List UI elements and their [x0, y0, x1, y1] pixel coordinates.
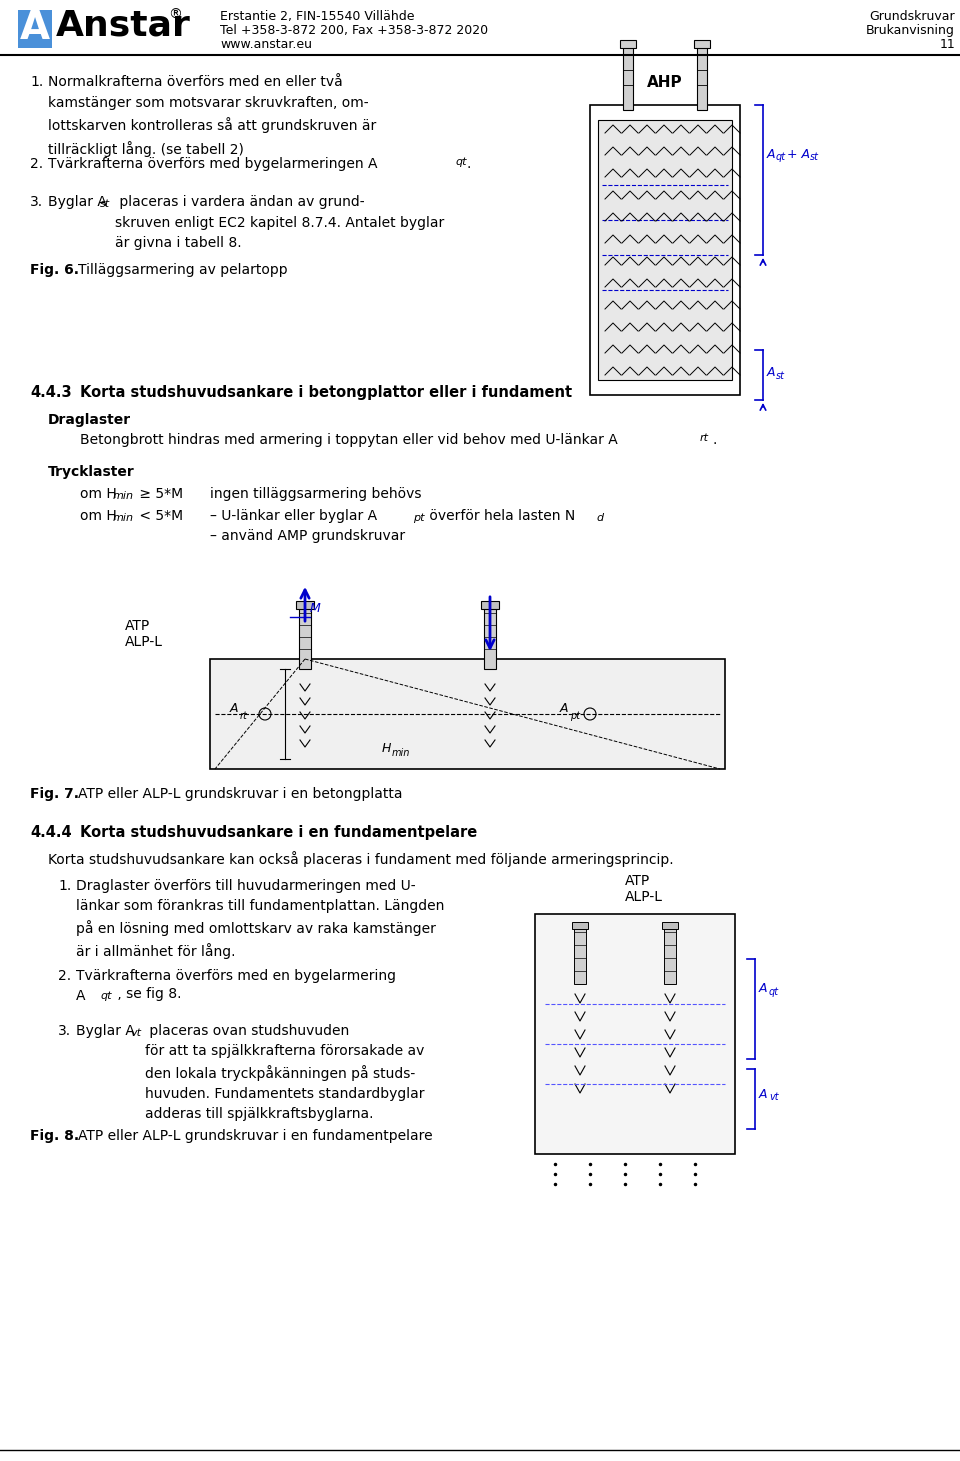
- Text: placeras i vardera ändan av grund-
skruven enligt EC2 kapitel 8.7.4. Antalet byg: placeras i vardera ändan av grund- skruv…: [115, 194, 444, 250]
- Text: Korta studshuvudsankare i en fundamentpelare: Korta studshuvudsankare i en fundamentpe…: [80, 825, 477, 840]
- Text: .: .: [712, 432, 716, 447]
- Text: Grundskruvar: Grundskruvar: [870, 10, 955, 23]
- Text: st: st: [100, 199, 110, 209]
- Text: 3.: 3.: [58, 1024, 71, 1037]
- Text: om H: om H: [80, 508, 117, 523]
- Text: Trycklaster: Trycklaster: [48, 465, 134, 479]
- Text: Brukanvisning: Brukanvisning: [866, 23, 955, 37]
- Text: Tel +358-3-872 200, Fax +358-3-872 2020: Tel +358-3-872 200, Fax +358-3-872 2020: [220, 23, 488, 37]
- Text: A: A: [230, 703, 238, 716]
- Text: pt: pt: [570, 712, 580, 720]
- Text: ALP-L: ALP-L: [625, 890, 663, 904]
- Text: rt: rt: [240, 712, 248, 720]
- Text: , se fig 8.: , se fig 8.: [113, 988, 181, 1001]
- Text: Fig. 7.: Fig. 7.: [30, 787, 79, 801]
- Text: 2.: 2.: [58, 969, 71, 983]
- Text: d: d: [596, 513, 603, 523]
- Text: min: min: [392, 748, 410, 758]
- Text: M: M: [310, 602, 321, 615]
- Text: + A: + A: [787, 149, 810, 162]
- Bar: [574, 923, 586, 985]
- Text: 4.4.3: 4.4.3: [30, 386, 72, 400]
- Bar: [598, 120, 732, 380]
- Text: www.anstar.eu: www.anstar.eu: [220, 38, 312, 51]
- Text: 4.4.4: 4.4.4: [30, 825, 72, 840]
- Text: Normalkrafterna överförs med en eller två
kamstänger som motsvarar skruvkraften,: Normalkrafterna överförs med en eller tv…: [48, 75, 376, 156]
- Text: st: st: [776, 371, 785, 381]
- Text: min: min: [113, 491, 134, 501]
- Text: pt: pt: [413, 513, 424, 523]
- Text: Tilläggsarmering av pelartopp: Tilläggsarmering av pelartopp: [78, 263, 288, 278]
- Text: överför hela lasten N: överför hela lasten N: [425, 508, 575, 523]
- Text: st: st: [810, 152, 819, 162]
- Bar: [296, 600, 314, 609]
- Text: min: min: [113, 513, 134, 523]
- Text: Draglaster överförs till huvudarmeringen med U-
länkar som förankras till fundam: Draglaster överförs till huvudarmeringen…: [76, 880, 444, 960]
- Text: qt: qt: [776, 152, 786, 162]
- Text: 2.: 2.: [30, 156, 43, 171]
- Bar: [572, 922, 588, 929]
- Text: Byglar A: Byglar A: [48, 194, 107, 209]
- Text: ≥ 5*M: ≥ 5*M: [135, 487, 183, 501]
- Text: 11: 11: [939, 38, 955, 51]
- Text: vt: vt: [130, 1029, 141, 1037]
- Text: A: A: [759, 982, 767, 995]
- Bar: [590, 105, 740, 394]
- Bar: [299, 603, 311, 669]
- Text: 3.: 3.: [30, 194, 43, 209]
- Bar: [694, 39, 710, 48]
- Text: 1.: 1.: [58, 880, 71, 893]
- Text: Fig. 6.: Fig. 6.: [30, 263, 79, 278]
- Text: ATP: ATP: [625, 874, 650, 888]
- Text: A: A: [20, 9, 50, 47]
- Text: – U-länkar eller byglar A: – U-länkar eller byglar A: [210, 508, 377, 523]
- Text: qt: qt: [769, 988, 780, 996]
- Text: Anstar: Anstar: [56, 7, 191, 42]
- Polygon shape: [18, 10, 52, 48]
- Text: Korta studshuvudsankare i betongplattor eller i fundament: Korta studshuvudsankare i betongplattor …: [80, 386, 572, 400]
- Text: Byglar A: Byglar A: [76, 1024, 134, 1037]
- Text: Betongbrott hindras med armering i toppytan eller vid behov med U-länkar A: Betongbrott hindras med armering i toppy…: [80, 432, 617, 447]
- Text: A: A: [560, 703, 568, 716]
- Text: Tvärkrafterna överförs med bygelarmeringen A: Tvärkrafterna överförs med bygelarmering…: [48, 156, 377, 171]
- Text: AHP: AHP: [647, 75, 683, 91]
- Text: vt: vt: [769, 1091, 779, 1102]
- Text: .: .: [467, 156, 471, 171]
- Text: 1.: 1.: [30, 75, 43, 89]
- Text: om H: om H: [80, 487, 117, 501]
- Bar: [664, 923, 676, 985]
- Text: < 5*M: < 5*M: [135, 508, 183, 523]
- Text: rt: rt: [700, 432, 709, 443]
- Text: – använd AMP grundskruvar: – använd AMP grundskruvar: [210, 529, 405, 543]
- Bar: [620, 39, 636, 48]
- Text: A: A: [767, 149, 776, 162]
- Text: ALP-L: ALP-L: [125, 636, 163, 649]
- Text: ATP eller ALP-L grundskruvar i en fundamentpelare: ATP eller ALP-L grundskruvar i en fundam…: [78, 1129, 433, 1143]
- Text: Tvärkrafterna överförs med en bygelarmering
A: Tvärkrafterna överförs med en bygelarmer…: [76, 969, 396, 1004]
- Bar: [535, 915, 735, 1154]
- Text: placeras ovan studshuvuden
för att ta spjälkkrafterna förorsakade av
den lokala : placeras ovan studshuvuden för att ta sp…: [145, 1024, 424, 1121]
- Text: ATP: ATP: [125, 619, 151, 633]
- Text: A: A: [767, 367, 776, 380]
- Bar: [623, 45, 633, 110]
- Text: Fig. 8.: Fig. 8.: [30, 1129, 79, 1143]
- Text: ATP eller ALP-L grundskruvar i en betongplatta: ATP eller ALP-L grundskruvar i en betong…: [78, 787, 402, 801]
- Text: Erstantie 2, FIN-15540 Villähde: Erstantie 2, FIN-15540 Villähde: [220, 10, 415, 23]
- Text: ®: ®: [168, 7, 181, 22]
- Text: Korta studshuvudsankare kan också placeras i fundament med följande armeringspri: Korta studshuvudsankare kan också placer…: [48, 850, 674, 866]
- Text: ingen tilläggsarmering behövs: ingen tilläggsarmering behövs: [210, 487, 421, 501]
- Text: qt: qt: [100, 991, 111, 1001]
- Text: Draglaster: Draglaster: [48, 413, 132, 427]
- Text: H: H: [382, 742, 392, 755]
- Bar: [481, 600, 499, 609]
- Bar: [662, 922, 678, 929]
- Bar: [697, 45, 707, 110]
- Text: A: A: [759, 1087, 767, 1100]
- Bar: [484, 603, 496, 669]
- Text: qt: qt: [455, 156, 467, 167]
- Bar: [210, 659, 725, 768]
